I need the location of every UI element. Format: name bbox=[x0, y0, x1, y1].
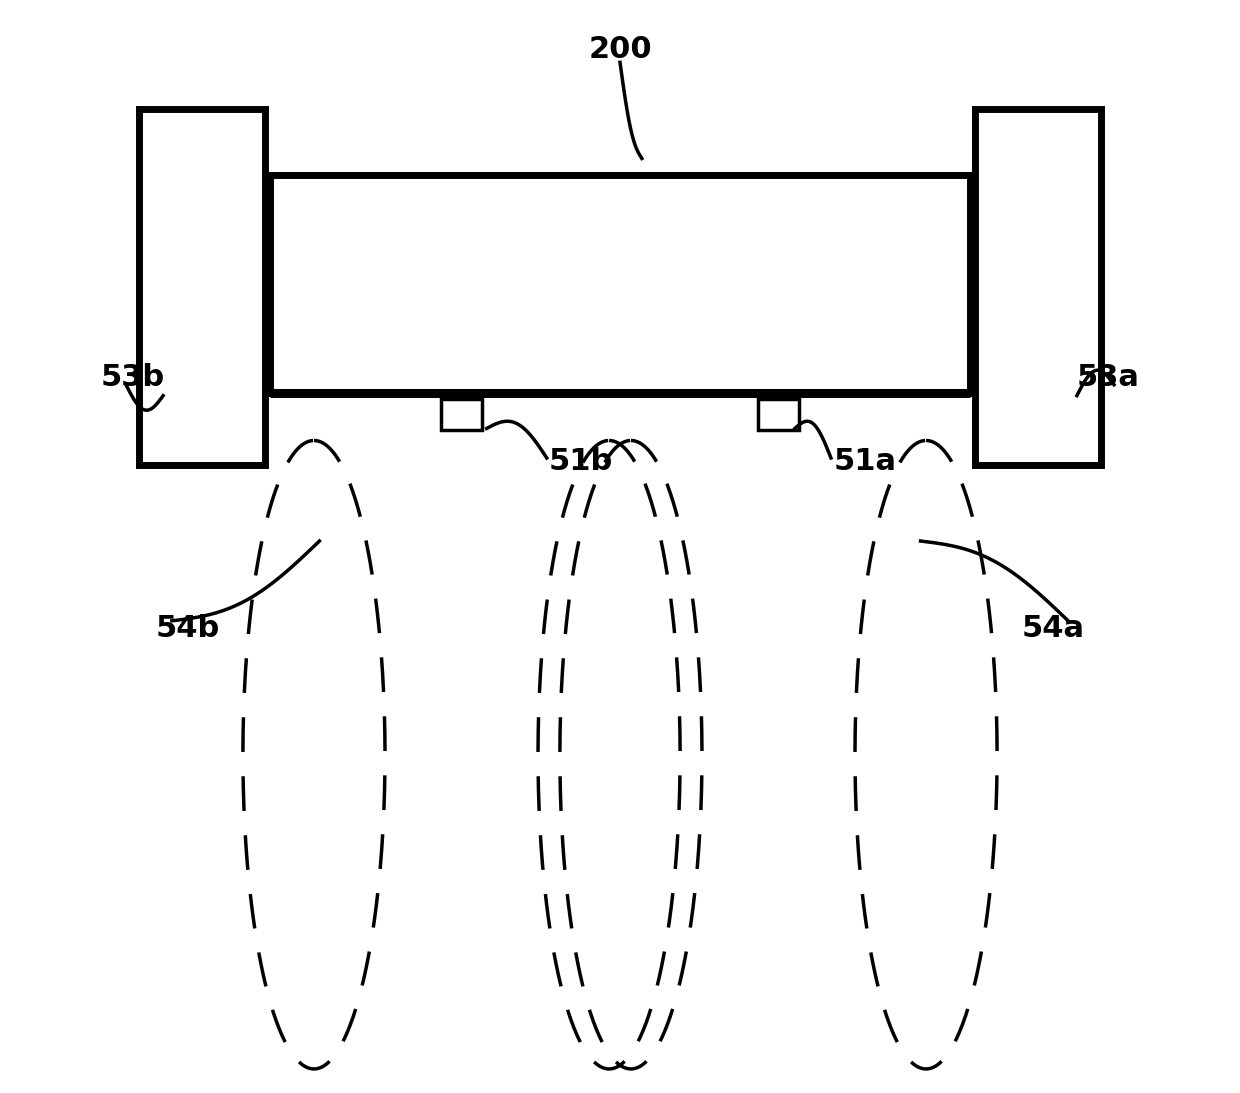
Text: 54b: 54b bbox=[155, 614, 219, 643]
Text: 200: 200 bbox=[588, 35, 652, 63]
Bar bbox=[139, 109, 265, 465]
Text: 53b: 53b bbox=[100, 363, 165, 391]
Text: 53a: 53a bbox=[1076, 363, 1140, 391]
Text: 51b: 51b bbox=[549, 447, 614, 475]
Bar bbox=[440, 399, 482, 430]
Text: 51a: 51a bbox=[833, 447, 897, 475]
Bar bbox=[758, 399, 800, 430]
Bar bbox=[270, 175, 970, 393]
Bar bbox=[975, 109, 1101, 465]
Text: 54a: 54a bbox=[1022, 614, 1085, 643]
